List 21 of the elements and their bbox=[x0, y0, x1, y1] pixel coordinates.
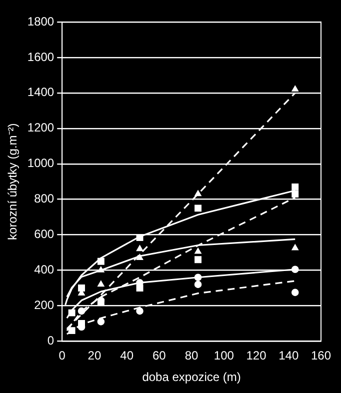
x-tick-label: 40 bbox=[120, 348, 134, 363]
y-tick-label: 400 bbox=[34, 262, 54, 277]
x-tick-label: 0 bbox=[58, 348, 66, 363]
y-tick-label: 200 bbox=[34, 298, 54, 312]
x-tick-label: 160 bbox=[310, 348, 332, 363]
x-tick-label: 140 bbox=[278, 348, 299, 363]
y-tick-label: 600 bbox=[34, 227, 54, 242]
y-tick-label: 0 bbox=[47, 334, 54, 348]
y-tick-label: 800 bbox=[34, 192, 54, 206]
x-axis-title: doba expozice (m) bbox=[142, 370, 241, 384]
x-tick-label: 100 bbox=[214, 348, 234, 363]
y-tick-label: 1400 bbox=[27, 85, 54, 100]
x-tick-label: 120 bbox=[246, 348, 267, 363]
x-tick-label: 20 bbox=[88, 348, 102, 363]
y-tick-label: 1800 bbox=[27, 14, 54, 28]
y-tick-label: 1200 bbox=[27, 120, 54, 135]
x-tick-label: 60 bbox=[152, 348, 166, 363]
x-tick-label: 80 bbox=[184, 348, 199, 363]
y-tick-label: 1600 bbox=[27, 50, 54, 64]
y-axis-title: korozní úbytky (g.m⁻²) bbox=[6, 123, 20, 240]
y-tick-label: 1000 bbox=[27, 156, 54, 170]
